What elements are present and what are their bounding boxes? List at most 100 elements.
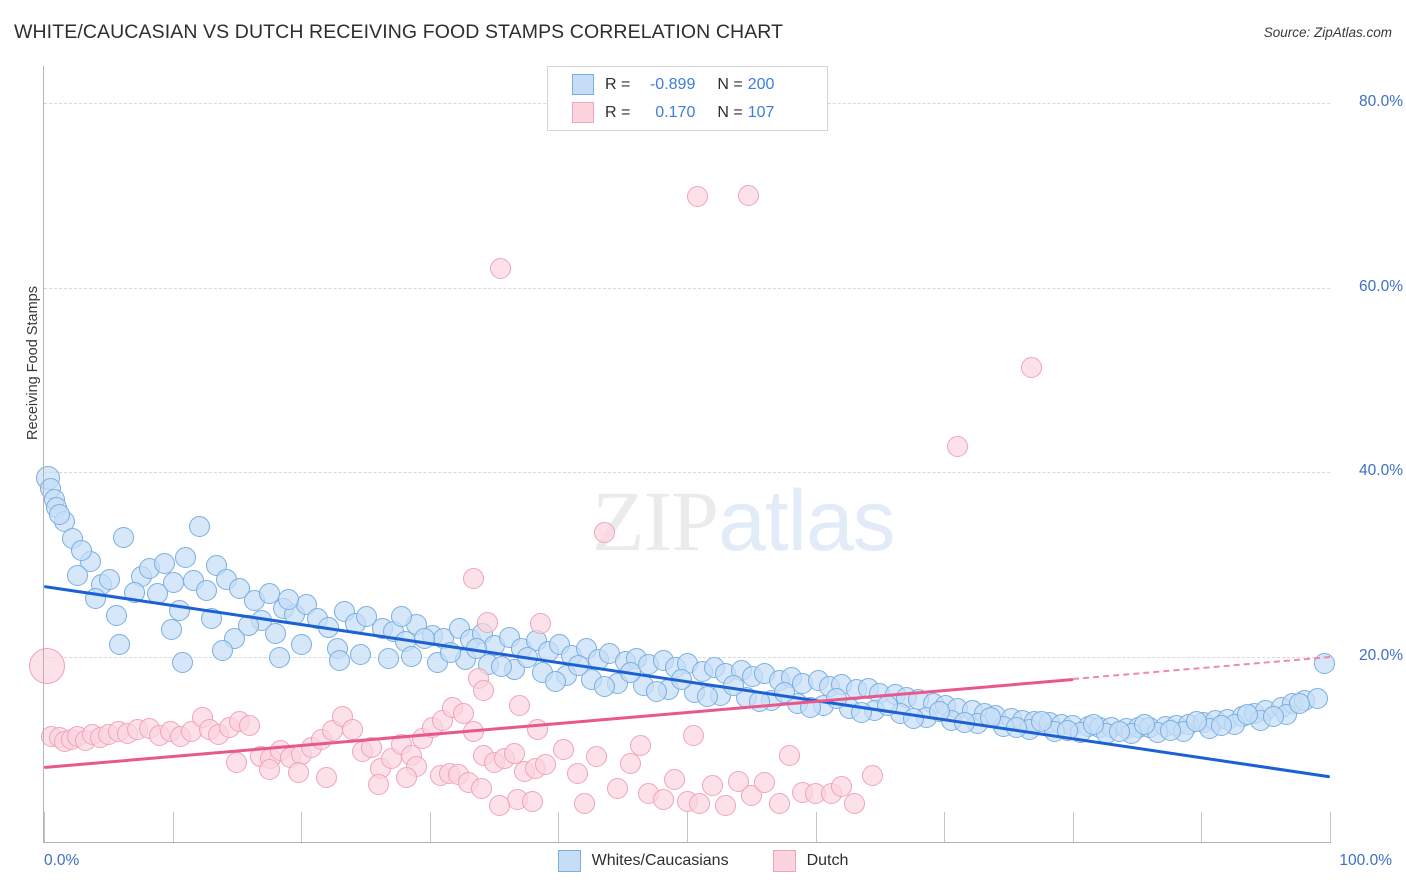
x-tick xyxy=(815,812,817,842)
data-point xyxy=(70,539,92,561)
data-point xyxy=(553,739,575,761)
legend-item-dutch[interactable]: Dutch xyxy=(772,850,849,872)
correlation-legend: R = -0.899 N = 200 R = 0.170 N = 107 xyxy=(547,66,828,131)
data-point xyxy=(488,794,510,816)
data-point xyxy=(545,670,567,692)
x-tick xyxy=(687,812,688,842)
data-point xyxy=(288,762,310,784)
watermark-atlas: atlas xyxy=(718,473,896,569)
legend-r-value-whites: -0.899 xyxy=(649,75,696,93)
x-tick xyxy=(301,812,303,842)
data-point xyxy=(1134,714,1156,736)
data-point xyxy=(396,766,418,788)
data-point xyxy=(490,257,512,279)
data-point xyxy=(1185,711,1207,733)
x-tick xyxy=(44,812,45,842)
plot-area: ZIPatlas xyxy=(28,66,1336,842)
x-tick xyxy=(1201,812,1203,842)
data-point xyxy=(189,515,211,537)
legend-row-dutch: R = 0.170 N = 107 xyxy=(572,99,827,127)
data-point xyxy=(473,679,495,701)
legend-n-key-dutch: N = xyxy=(717,103,743,121)
data-point xyxy=(522,790,544,812)
x-axis-label-max: 100.0% xyxy=(1339,852,1392,869)
x-axis-line xyxy=(43,842,1331,843)
x-tick xyxy=(1330,812,1331,842)
data-point xyxy=(401,645,423,667)
data-point xyxy=(174,546,196,568)
data-point xyxy=(567,763,589,785)
data-point xyxy=(105,605,127,627)
gridline-60 xyxy=(44,287,1330,289)
data-point xyxy=(470,777,492,799)
data-point xyxy=(414,628,436,650)
data-point xyxy=(774,681,796,703)
legend-label-dutch: Dutch xyxy=(806,852,849,869)
data-point xyxy=(28,648,65,685)
data-point xyxy=(535,753,557,775)
data-point xyxy=(342,718,364,740)
zipatlas-watermark: ZIPatlas xyxy=(592,471,896,571)
source-attribution: Source: ZipAtlas.com xyxy=(1263,25,1392,40)
data-point xyxy=(594,522,616,544)
data-point xyxy=(258,759,280,781)
data-point xyxy=(463,568,485,590)
y-axis-line xyxy=(43,66,44,842)
data-point xyxy=(113,526,135,548)
page-title: WHITE/CAUCASIAN VS DUTCH RECEIVING FOOD … xyxy=(14,21,784,43)
data-point xyxy=(264,622,286,644)
legend-swatch-dutch xyxy=(572,102,594,123)
data-point xyxy=(740,785,762,807)
legend-item-whites[interactable]: Whites/Caucasians xyxy=(557,850,729,872)
data-point xyxy=(452,703,474,725)
data-point xyxy=(619,752,641,774)
data-point xyxy=(168,599,190,621)
data-point xyxy=(1211,715,1233,737)
legend-swatch-dutch-bottom xyxy=(772,850,796,872)
data-point xyxy=(769,792,791,814)
gridline-40 xyxy=(44,472,1330,474)
data-point xyxy=(66,564,88,586)
watermark-zip: ZIP xyxy=(592,473,719,569)
data-point xyxy=(594,676,616,698)
data-point xyxy=(529,613,551,635)
legend-n-key-whites: N = xyxy=(717,75,743,93)
data-point xyxy=(830,776,852,798)
legend-n-value-dutch: 107 xyxy=(747,103,775,121)
data-point xyxy=(1314,653,1336,675)
data-point xyxy=(356,606,378,628)
data-point xyxy=(902,707,924,729)
data-point xyxy=(154,552,176,574)
data-point xyxy=(586,745,608,767)
y-axis-label-20: 20.0% xyxy=(1359,647,1403,665)
legend-row-whites: R = -0.899 N = 200 xyxy=(572,71,827,99)
data-point xyxy=(172,652,194,674)
data-point xyxy=(1306,688,1328,710)
y-axis-title: Receiving Food Stamps xyxy=(25,286,41,440)
data-point xyxy=(226,752,248,774)
data-point xyxy=(682,725,704,747)
data-point xyxy=(1021,356,1043,378)
x-tick xyxy=(1072,812,1074,842)
data-point xyxy=(268,646,290,668)
y-axis-label-60: 60.0% xyxy=(1359,277,1403,295)
data-point xyxy=(843,792,865,814)
legend-n-value-whites: 200 xyxy=(747,75,775,93)
trend-pink-dash xyxy=(1072,656,1331,681)
data-point xyxy=(109,633,131,655)
data-point xyxy=(48,503,70,525)
data-point xyxy=(99,569,121,591)
series-legend: Whites/Caucasians Dutch xyxy=(0,850,1406,872)
data-point xyxy=(607,777,629,799)
x-tick xyxy=(558,812,560,842)
data-point xyxy=(779,744,801,766)
data-point xyxy=(509,694,531,716)
data-point xyxy=(491,655,513,677)
legend-swatch-whites-bottom xyxy=(557,850,581,872)
data-point xyxy=(1082,714,1104,736)
data-point xyxy=(686,185,708,207)
data-point xyxy=(861,764,883,786)
data-point xyxy=(653,789,675,810)
data-point xyxy=(160,619,182,641)
y-axis-label-40: 40.0% xyxy=(1359,462,1403,480)
